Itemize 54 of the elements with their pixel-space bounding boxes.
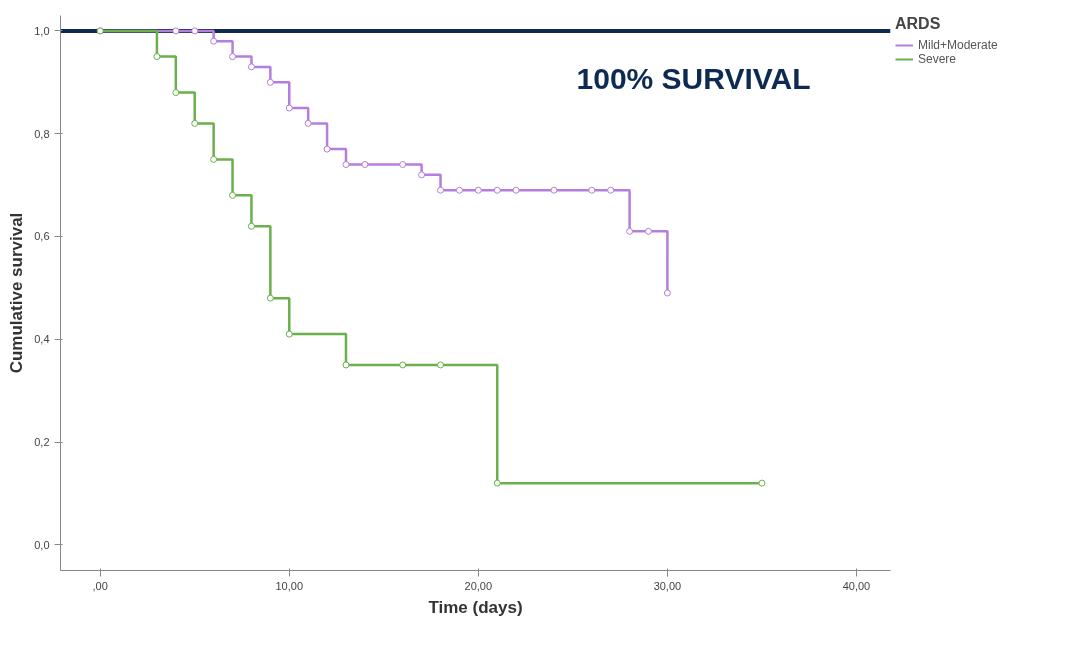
y-tick-label: 0,2 (34, 436, 50, 449)
point (437, 361, 445, 369)
x-tick-label: 30,00 (653, 579, 682, 592)
y-tick-label: 0,6 (34, 230, 50, 243)
point (191, 27, 199, 35)
point (210, 37, 218, 45)
point (626, 227, 634, 235)
point (229, 53, 237, 61)
point (285, 330, 293, 338)
point (493, 479, 501, 487)
point (361, 161, 369, 169)
legend-label: Mild+Moderate (918, 38, 998, 52)
point (153, 53, 161, 61)
point (493, 186, 501, 194)
y-tick-label: 0,4 (34, 333, 50, 346)
point (455, 186, 463, 194)
x-tick-label: ,00 (92, 579, 108, 592)
point (229, 191, 237, 199)
y-tick-label: 0,8 (34, 127, 50, 140)
point (418, 171, 426, 179)
legend-title: ARDS (895, 15, 942, 33)
point (304, 119, 312, 127)
ref-line-label: 100% SURVIVAL (576, 61, 811, 95)
point (247, 63, 255, 71)
point (588, 186, 596, 194)
point (266, 294, 274, 302)
point (758, 479, 766, 487)
point (323, 145, 331, 153)
point (437, 186, 445, 194)
point (266, 78, 274, 86)
legend-label: Severe (918, 52, 957, 66)
y-tick-label: 1,0 (34, 24, 50, 37)
y-axis-title: Cumulative survival (7, 212, 27, 374)
y-tick-label: 0,0 (34, 538, 50, 551)
point (663, 289, 671, 297)
point (399, 161, 407, 169)
point (474, 186, 482, 194)
point (191, 119, 199, 127)
point (172, 89, 180, 97)
point (172, 27, 180, 35)
point (247, 222, 255, 230)
point (210, 155, 218, 163)
point (342, 161, 350, 169)
point (342, 361, 350, 369)
point (399, 361, 407, 369)
point (607, 186, 615, 194)
point (645, 227, 652, 235)
point (512, 186, 520, 194)
x-tick-label: 20,00 (464, 579, 493, 592)
x-axis-title: Time (days) (428, 597, 523, 617)
x-tick-label: 40,00 (842, 579, 871, 592)
point (550, 186, 558, 194)
point (285, 104, 293, 112)
x-tick-label: 10,00 (275, 579, 304, 592)
